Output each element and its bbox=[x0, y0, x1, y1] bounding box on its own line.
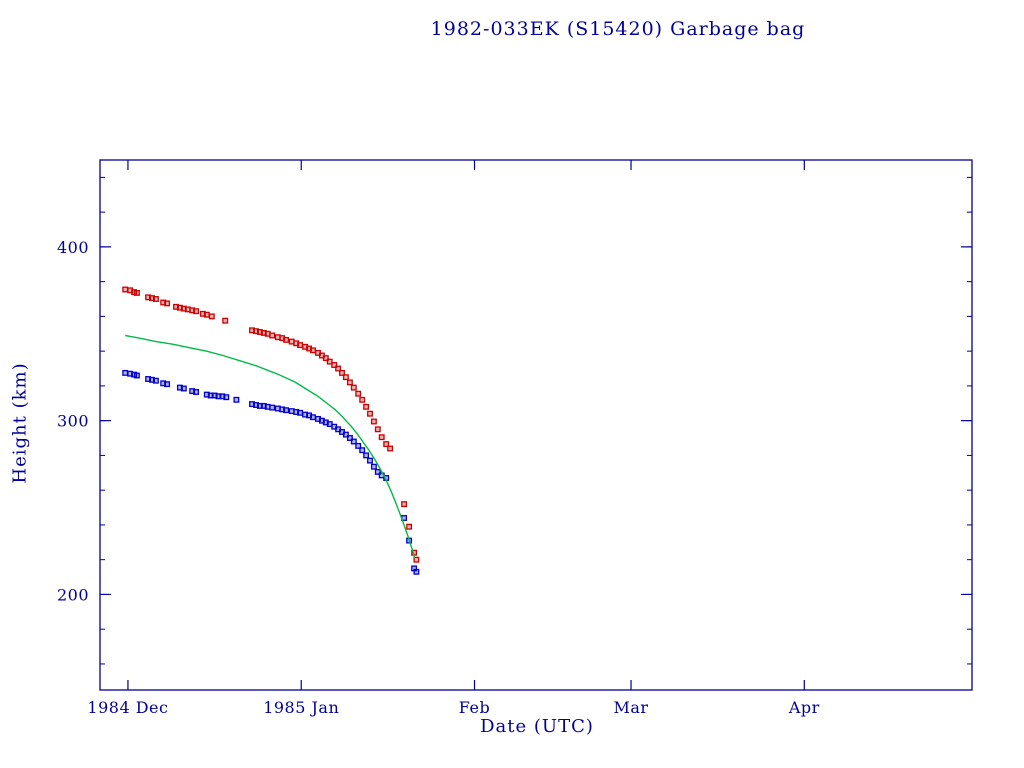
apogee-height-point bbox=[222, 317, 229, 324]
perigee-height-point bbox=[160, 380, 167, 387]
apogee-height-point bbox=[160, 299, 167, 306]
perigee-height-point bbox=[253, 402, 259, 408]
x-axis-label: Date (UTC) bbox=[480, 716, 594, 737]
apogee-height-point bbox=[342, 374, 349, 381]
y-tick-label: 300 bbox=[57, 412, 89, 431]
apogee-height-point bbox=[363, 403, 370, 410]
apogee-height-point bbox=[355, 390, 362, 397]
x-tick-label: 1985 Jan bbox=[263, 698, 339, 717]
apogee-height-point bbox=[189, 307, 196, 314]
mean-height-model-line bbox=[125, 334, 416, 559]
perigee-height-point bbox=[215, 393, 222, 400]
apogee-height-point bbox=[253, 328, 259, 335]
perigee-height-point bbox=[297, 409, 304, 416]
perigee-height-point bbox=[355, 442, 362, 449]
perigee-height-point bbox=[283, 407, 290, 414]
perigee-height-point bbox=[363, 452, 370, 459]
apogee-height-point bbox=[152, 296, 159, 302]
apogee-height-point bbox=[133, 289, 140, 296]
perigee-height-point bbox=[346, 435, 353, 441]
x-tick-label: Mar bbox=[613, 698, 648, 717]
perigee-height-point bbox=[359, 447, 366, 454]
apogee-height-point bbox=[378, 434, 385, 441]
perigee-height-point bbox=[193, 389, 200, 395]
perigee-height-point bbox=[269, 404, 276, 411]
perigee-height-point bbox=[413, 568, 420, 575]
perigee-height-point bbox=[164, 381, 171, 388]
apogee-height-series bbox=[122, 286, 420, 563]
perigee-height-point bbox=[370, 463, 377, 470]
perigee-height-point bbox=[350, 438, 357, 445]
apogee-height-point bbox=[374, 426, 381, 433]
perigee-height-point bbox=[279, 406, 286, 413]
perigee-height-point bbox=[149, 376, 155, 383]
x-tick-label: Feb bbox=[459, 698, 490, 717]
perigee-height-point bbox=[180, 385, 187, 392]
apogee-height-point bbox=[370, 418, 377, 425]
perigee-height-point bbox=[189, 388, 196, 395]
perigee-height-point bbox=[260, 402, 267, 409]
apogee-height-point bbox=[122, 286, 129, 293]
perigee-height-point bbox=[367, 457, 373, 464]
perigee-height-point bbox=[374, 468, 381, 475]
apogee-height-point bbox=[383, 441, 390, 448]
y-tick-label: 200 bbox=[57, 585, 89, 604]
apogee-height-point bbox=[335, 365, 342, 372]
perigee-height-point bbox=[203, 391, 210, 398]
perigee-height-point bbox=[127, 370, 134, 377]
perigee-height-point bbox=[223, 394, 230, 401]
apogee-height-point bbox=[199, 310, 206, 317]
apogee-height-point bbox=[164, 300, 171, 307]
apogee-height-point bbox=[260, 329, 267, 336]
perigee-height-point bbox=[176, 384, 183, 391]
apogee-height-point bbox=[350, 384, 357, 391]
y-tick-label: 400 bbox=[57, 238, 89, 257]
apogee-height-point bbox=[283, 336, 290, 343]
perigee-height-point bbox=[133, 372, 140, 379]
perigee-height-point bbox=[219, 393, 226, 400]
apogee-height-point bbox=[346, 379, 353, 386]
perigee-height-point bbox=[293, 409, 300, 415]
perigee-height-point bbox=[310, 414, 316, 421]
perigee-height-point bbox=[342, 431, 349, 438]
plot-frame bbox=[99, 159, 973, 691]
apogee-height-point bbox=[256, 329, 263, 335]
apogee-height-point bbox=[173, 303, 179, 310]
perigee-height-point bbox=[207, 392, 214, 399]
apogee-height-point bbox=[401, 501, 408, 508]
x-tick-label: 1984 Dec bbox=[87, 698, 168, 717]
perigee-height-point bbox=[211, 392, 218, 399]
apogee-height-point bbox=[176, 304, 183, 311]
apogee-height-point bbox=[406, 523, 413, 530]
perigee-height-point bbox=[145, 376, 152, 382]
apogee-height-point bbox=[149, 295, 155, 302]
apogee-height-point bbox=[359, 396, 366, 403]
apogee-height-point bbox=[208, 313, 215, 320]
x-tick-label: Apr bbox=[788, 698, 820, 717]
apogee-height-point bbox=[331, 362, 338, 368]
mean-height-model-series bbox=[125, 334, 416, 559]
chart-title: 1982-033EK (S15420) Garbage bag bbox=[430, 18, 806, 40]
apogee-height-point bbox=[367, 410, 373, 417]
apogee-height-point bbox=[145, 294, 152, 301]
apogee-height-point bbox=[269, 332, 276, 339]
perigee-height-point bbox=[233, 396, 240, 403]
apogee-height-point bbox=[387, 445, 394, 452]
perigee-height-point bbox=[256, 402, 263, 409]
apogee-height-point bbox=[339, 369, 345, 376]
apogee-height-point bbox=[310, 347, 316, 354]
apogee-height-point bbox=[203, 311, 210, 318]
perigee-height-series bbox=[122, 369, 420, 575]
perigee-height-point bbox=[152, 377, 159, 384]
apogee-height-point bbox=[322, 355, 329, 362]
apogee-height-point bbox=[326, 358, 333, 365]
apogee-height-point bbox=[193, 308, 200, 315]
apogee-height-point bbox=[413, 556, 420, 563]
perigee-height-point bbox=[122, 369, 129, 376]
apogee-height-point bbox=[297, 342, 304, 349]
